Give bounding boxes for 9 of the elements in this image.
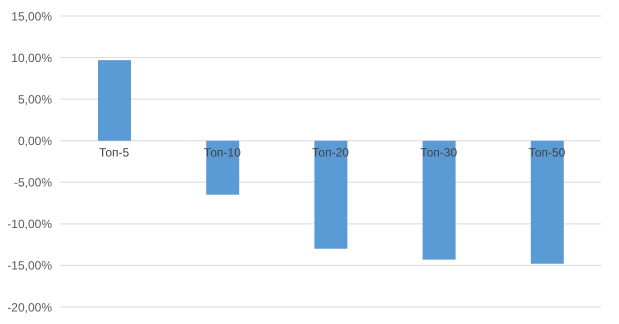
y-tick-label: 15,00% bbox=[11, 9, 52, 24]
y-tick-label: -10,00% bbox=[7, 217, 52, 232]
y-tick-label: 5,00% bbox=[18, 92, 52, 106]
y-tick-label: 10,00% bbox=[11, 50, 52, 65]
y-tick-label: -20,00% bbox=[7, 300, 52, 314]
y-tick-label: 0,00% bbox=[18, 134, 52, 148]
y-tick-label: -5,00% bbox=[14, 176, 52, 190]
y-tick-label: -15,00% bbox=[7, 258, 52, 273]
x-tick-label: Топ-5 bbox=[98, 146, 130, 160]
